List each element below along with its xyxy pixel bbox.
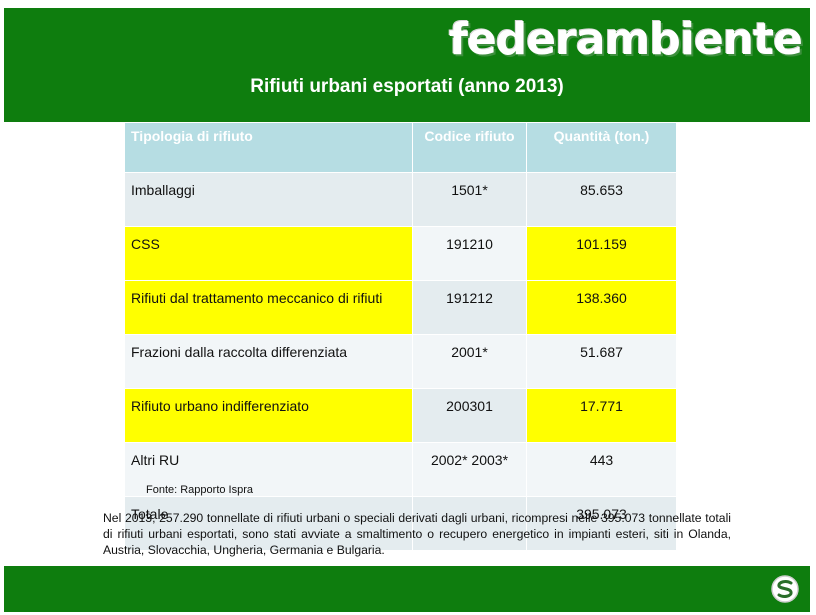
table-row: Rifiuti dal trattamento meccanico di rif…	[124, 280, 677, 335]
cell-quantita: 443	[526, 442, 677, 497]
column-header-codice: Codice rifiuto	[412, 122, 527, 173]
cell-tipologia: Altri RU	[124, 442, 413, 497]
cell-quantita: 138.360	[526, 280, 677, 335]
table-row: CSS 191210 101.159	[124, 226, 677, 281]
table-row: Imballaggi 1501* 85.653	[124, 172, 677, 227]
table-row: Altri RU 2002* 2003* 443	[124, 442, 677, 497]
cell-tipologia: Frazioni dalla raccolta differenziata	[124, 334, 413, 389]
cell-codice: 1501*	[412, 172, 527, 227]
table-row-total: Totale 395.073	[124, 496, 677, 551]
cell-tipologia: Rifiuto urbano indifferenziato	[124, 388, 413, 443]
cell-quantita: 51.687	[526, 334, 677, 389]
federambiente-mark-icon	[771, 575, 799, 603]
cell-tipologia: Rifiuti dal trattamento meccanico di rif…	[124, 280, 413, 335]
column-header-tipologia: Tipologia di rifiuto	[124, 122, 413, 173]
cell-quantita: 85.653	[526, 172, 677, 227]
cell-quantita: 395.073	[526, 496, 677, 551]
cell-codice: 191210	[412, 226, 527, 281]
table-row: Frazioni dalla raccolta differenziata 20…	[124, 334, 677, 389]
column-header-quantita: Quantità (ton.)	[526, 122, 677, 173]
cell-quantita: 17.771	[526, 388, 677, 443]
table-row: Rifiuto urbano indifferenziato 200301 17…	[124, 388, 677, 443]
cell-codice: 191212	[412, 280, 527, 335]
cell-codice	[412, 496, 527, 551]
header-banner: federambiente Rifiuti urbani esportati (…	[4, 8, 810, 122]
cell-tipologia: CSS	[124, 226, 413, 281]
cell-tipologia: Totale	[124, 496, 413, 551]
waste-export-table: Tipologia di rifiuto Codice rifiuto Quan…	[124, 122, 677, 551]
brand-logo: federambiente	[448, 14, 803, 65]
summary-paragraph: Nel 2013, 257.290 tonnellate di rifiuti …	[103, 511, 731, 557]
footer-banner	[4, 566, 810, 612]
cell-codice: 2002* 2003*	[412, 442, 527, 497]
cell-tipologia: Imballaggi	[124, 172, 413, 227]
cell-codice: 2001*	[412, 334, 527, 389]
page-title: Rifiuti urbani esportati (anno 2013)	[250, 76, 564, 97]
source-caption: Fonte: Rapporto Ispra	[146, 484, 254, 496]
cell-quantita: 101.159	[526, 226, 677, 281]
cell-codice: 200301	[412, 388, 527, 443]
table-header-row: Tipologia di rifiuto Codice rifiuto Quan…	[124, 122, 677, 173]
